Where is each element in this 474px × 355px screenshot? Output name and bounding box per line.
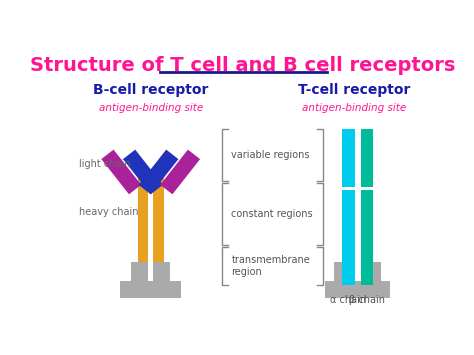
Text: transmembrane
region: transmembrane region [231, 255, 310, 277]
Bar [153, 178, 164, 262]
Text: light chain: light chain [79, 159, 130, 169]
Text: variable regions: variable regions [231, 150, 310, 160]
Text: antigen-binding site: antigen-binding site [301, 103, 406, 113]
Bar [325, 281, 390, 298]
Polygon shape [101, 149, 141, 194]
Bar [361, 129, 373, 262]
Bar [153, 262, 170, 285]
Bar [131, 262, 148, 285]
Bar [342, 129, 355, 262]
Text: constant regions: constant regions [231, 209, 313, 219]
Bar [120, 281, 181, 298]
Text: heavy chain: heavy chain [79, 207, 138, 217]
Bar [361, 262, 373, 285]
Text: α chain: α chain [330, 295, 366, 305]
Text: β chain: β chain [349, 295, 385, 305]
Polygon shape [123, 149, 163, 194]
Bar [137, 178, 148, 262]
Bar [361, 262, 381, 285]
Polygon shape [160, 149, 200, 194]
Bar [342, 262, 355, 285]
Text: Structure of T cell and B cell receptors: Structure of T cell and B cell receptors [30, 56, 456, 76]
Text: T-cell receptor: T-cell receptor [298, 83, 410, 97]
Text: antigen-binding site: antigen-binding site [99, 103, 203, 113]
Polygon shape [138, 149, 178, 194]
Bar [334, 262, 355, 285]
Bar [342, 187, 355, 190]
Bar [361, 187, 373, 190]
Text: B-cell receptor: B-cell receptor [93, 83, 209, 97]
